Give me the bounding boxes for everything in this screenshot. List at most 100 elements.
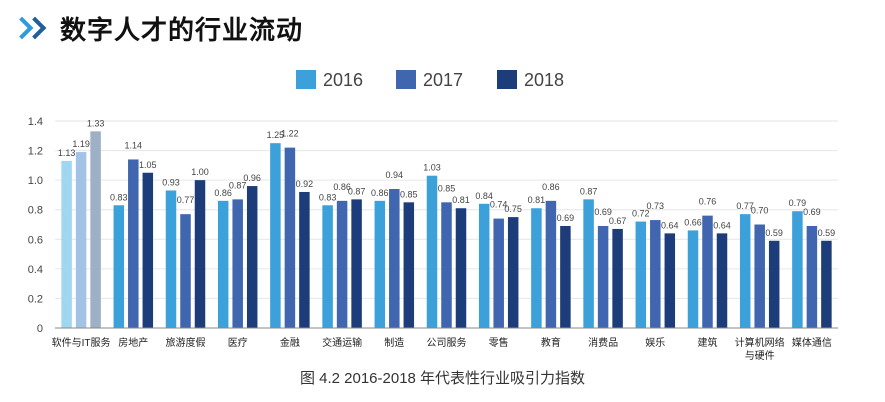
x-tick-label: 教育 — [541, 336, 561, 349]
bar-2018-3 — [246, 186, 258, 328]
x-tick-label: 软件与IT服务 — [52, 336, 111, 349]
x-tick-label: 制造 — [384, 336, 404, 349]
page-header: 数字人才的行业流动 — [10, 8, 304, 48]
data-label: 0.86 — [542, 182, 560, 192]
y-tick-label: 1.2 — [28, 146, 43, 158]
bar-2017-12 — [702, 215, 713, 328]
data-label: 0.87 — [580, 186, 598, 196]
bars — [61, 131, 832, 328]
data-label: 0.77 — [177, 195, 195, 205]
y-axis: 0 0.2 0.4 0.6 0.8 1.0 1.2 1.4 — [28, 116, 43, 335]
bar-2017-13 — [754, 224, 765, 328]
bar-2017-5 — [336, 200, 348, 328]
data-label: 1.25 — [267, 130, 285, 140]
data-labels: 1.131.19 1.33 0.83 1.14 1.05 0.93 0.77 1.00 0.86… — [58, 118, 835, 237]
bar-2017-4 — [284, 147, 296, 328]
data-label: 1.22 — [281, 129, 299, 139]
legend-label-2017: 2017 — [423, 70, 463, 90]
bar-2016-1 — [113, 205, 125, 328]
data-label: 1.00 — [191, 167, 209, 177]
chart-legend: 2016 2017 2018 — [296, 70, 564, 90]
data-label: 0.73 — [647, 201, 665, 211]
data-label: 0.76 — [699, 197, 717, 207]
legend-label-2018: 2018 — [524, 70, 564, 90]
x-tick-label: 与硬件 — [745, 350, 775, 362]
data-label: 0.87 — [229, 180, 247, 190]
bar-2016-4 — [270, 143, 281, 328]
bar-2017-7 — [441, 202, 452, 328]
data-label: 1.13 — [58, 148, 76, 158]
data-label: 1.19 — [72, 139, 90, 149]
data-label: 0.67 — [609, 216, 627, 226]
bar-2018-4 — [299, 191, 310, 328]
data-label: 0.81 — [452, 195, 470, 205]
data-label: 0.59 — [818, 228, 836, 238]
bar-2018-13 — [768, 240, 780, 328]
data-label: 0.69 — [803, 207, 821, 217]
x-tick-label: 公司服务 — [427, 336, 467, 349]
data-label: 0.86 — [214, 188, 232, 198]
data-label: 0.85 — [400, 189, 418, 199]
bar-2016-7 — [426, 175, 438, 328]
data-label: 0.64 — [661, 220, 679, 230]
data-label: 0.75 — [504, 204, 522, 214]
bar-2018-14 — [821, 240, 832, 328]
x-tick-label: 消费品 — [588, 336, 618, 349]
bar-2016-10 — [583, 199, 594, 328]
y-tick-label: 0.2 — [28, 293, 43, 305]
bar-2016-6 — [374, 200, 386, 328]
bar-2017-11 — [650, 220, 661, 328]
data-label: 0.86 — [371, 188, 389, 198]
x-tick-label: 零售 — [489, 336, 509, 349]
data-label: 0.87 — [348, 186, 366, 196]
figure-caption: 图 4.2 2016-2018 年代表性行业吸引力指数 — [299, 370, 586, 387]
x-tick-label: 房地产 — [118, 336, 148, 349]
bar-2016-3 — [217, 200, 229, 328]
y-tick-label: 0.8 — [28, 205, 43, 217]
data-label: 0.79 — [789, 198, 807, 208]
data-label: 0.69 — [557, 213, 575, 223]
x-tick-label: 旅游度假 — [166, 336, 206, 349]
x-tick-label: 金融 — [280, 336, 300, 349]
bar-2017-8 — [493, 218, 504, 328]
bar-2016-8 — [478, 203, 490, 328]
data-label: 0.96 — [243, 173, 261, 183]
x-tick-label: 医疗 — [228, 336, 248, 349]
bar-2018-0 — [90, 131, 101, 328]
y-tick-label: 0 — [37, 323, 43, 335]
bar-2016-13 — [739, 214, 751, 328]
bar-2016-12 — [687, 230, 699, 328]
bar-2017-6 — [389, 189, 400, 328]
data-label: 0.66 — [684, 217, 702, 227]
data-label: 1.14 — [125, 140, 143, 150]
legend-swatch-2018 — [497, 70, 517, 89]
data-label: 0.69 — [594, 207, 612, 217]
bar-2018-1 — [142, 172, 154, 328]
data-label: 0.64 — [713, 220, 731, 230]
data-label: 0.93 — [162, 177, 180, 187]
bar-2016-2 — [165, 190, 177, 328]
bar-2016-0 — [61, 160, 72, 328]
data-label: 0.94 — [386, 170, 404, 180]
bar-2018-12 — [716, 233, 728, 328]
data-label: 0.85 — [438, 183, 456, 193]
data-label: 0.70 — [751, 206, 769, 216]
x-tick-label: 建筑 — [698, 336, 718, 349]
x-axis: 软件与IT服务 房地产 旅游度假 医疗 金融 交通运输 制造 公司服务 零售 教育 消费品 娱乐 建筑 计… — [52, 327, 838, 362]
data-label: 0.83 — [110, 192, 128, 202]
legend-label-2016: 2016 — [323, 70, 363, 90]
data-label: 1.03 — [423, 163, 441, 173]
legend-swatch-2017 — [396, 70, 416, 89]
bar-2018-10 — [612, 228, 623, 328]
x-tick-label: 计算机网络 — [735, 336, 785, 349]
y-tick-label: 1.4 — [28, 116, 43, 128]
bar-2018-2 — [194, 180, 206, 328]
page-title: 数字人才的行业流动 — [60, 14, 304, 45]
x-tick-label: 娱乐 — [645, 336, 665, 349]
data-label: 0.83 — [319, 192, 337, 202]
data-label: 0.84 — [475, 191, 493, 201]
bar-2016-11 — [635, 221, 647, 328]
data-label: 1.33 — [87, 118, 105, 128]
data-label: 0.92 — [296, 179, 314, 189]
